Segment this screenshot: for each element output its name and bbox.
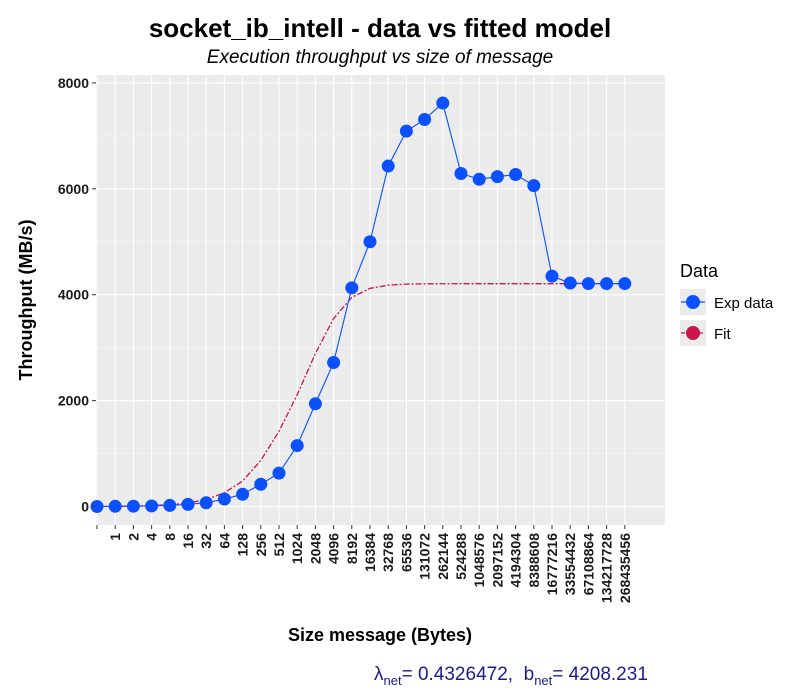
fit-parameters-caption: λnet= 0.4326472, bnet= 4208.231: [374, 664, 648, 688]
x-tick-label: 16384: [362, 533, 378, 572]
exp-data-point: [126, 499, 140, 513]
legend-key-dot-fit: [686, 326, 700, 340]
exp-data-point: [509, 168, 523, 182]
y-tick-label: 0: [81, 498, 89, 514]
y-tick-label: 2000: [58, 393, 89, 409]
exp-data-point: [108, 499, 122, 513]
exp-data-point: [90, 499, 104, 513]
exp-data-point: [490, 170, 504, 184]
exp-data-point: [527, 179, 541, 193]
exp-data-point: [290, 439, 304, 453]
b-value: = 4208.231: [552, 664, 648, 685]
chart-title: socket_ib_intell - data vs fitted model: [149, 13, 611, 43]
exp-data-point: [199, 496, 213, 510]
y-axis-title: Throughput (MB/s): [16, 220, 36, 381]
exp-data-point: [345, 281, 359, 295]
exp-data-point: [145, 499, 159, 513]
b-subscript: net: [534, 672, 553, 688]
exp-data-point: [545, 269, 559, 283]
lambda-symbol: λ: [374, 664, 384, 685]
x-tick-label: 1: [107, 533, 123, 541]
series-layer: [90, 96, 632, 513]
x-tick-label: 2048: [307, 533, 323, 564]
x-tick-label: 134217728: [599, 533, 615, 603]
x-tick-label: 256: [253, 533, 269, 557]
exp-data-point: [308, 397, 322, 411]
grid-lines: [96, 75, 665, 525]
y-tick-label: 4000: [58, 287, 89, 303]
legend-label-fit: Fit: [714, 326, 731, 343]
exp-data-point: [600, 277, 614, 291]
lambda-subscript: net: [383, 672, 402, 688]
exp-data-point: [217, 492, 231, 506]
exp-data-point: [272, 466, 286, 480]
x-tick-label: 65536: [398, 533, 414, 572]
x-tick-label: 4: [144, 533, 160, 541]
x-tick-label: 131072: [417, 533, 433, 580]
exp-data-point: [472, 172, 486, 186]
x-tick-label: 64: [216, 533, 232, 549]
y-tick-label: 6000: [58, 181, 89, 197]
legend-label-exp: Exp data: [714, 295, 774, 312]
exp-data-point: [436, 96, 450, 110]
x-tick-label: 1048576: [471, 533, 487, 588]
exp-data-point: [454, 166, 468, 180]
x-tick-label: 268435456: [617, 533, 633, 603]
x-tick-label: 1024: [289, 533, 305, 564]
x-tick-label: 512: [271, 533, 287, 557]
exp-data-point: [618, 277, 632, 291]
exp-data-point: [327, 355, 341, 369]
exp-data-point: [418, 112, 432, 126]
legend-title: Data: [680, 261, 719, 281]
exp-data-point: [363, 235, 377, 249]
x-tick-label: 2097152: [489, 533, 505, 588]
x-tick-label: 4194304: [508, 533, 524, 588]
x-tick-label: 128: [235, 533, 251, 557]
x-tick-label: 33554432: [562, 533, 578, 596]
plot-panel: [96, 75, 665, 525]
exp-data-point: [236, 487, 250, 501]
x-tick-label: 4096: [326, 533, 342, 564]
axis-layer: 0 2000 4000 6000 8000 1 2 4 8 16 32 64 128 256 512 1024…: [58, 75, 633, 603]
exp-data-point: [563, 276, 577, 290]
lambda-value: = 0.4326472,: [401, 664, 514, 685]
exp-data-point: [181, 497, 195, 511]
x-tick-label: 8192: [344, 533, 360, 564]
exp-data-point: [163, 498, 177, 512]
legend-key-dot-exp: [686, 295, 700, 309]
exp-data-point: [381, 159, 395, 173]
x-tick-label: 8388608: [526, 533, 542, 588]
x-tick-label: 8: [162, 533, 178, 541]
exp-data-point: [254, 477, 268, 491]
x-tick-label: 2: [125, 533, 141, 541]
chart-subtitle: Execution throughput vs size of message: [207, 47, 553, 68]
legend: Data Exp data Fit: [680, 261, 774, 346]
x-axis-title: Size message (Bytes): [288, 625, 472, 645]
y-tick-label: 8000: [58, 75, 89, 91]
b-symbol: b: [523, 664, 535, 685]
x-tick-label: 16777216: [544, 533, 560, 596]
x-tick-label: 32768: [380, 533, 396, 572]
x-tick-label: 16: [180, 533, 196, 549]
x-tick-label: 524288: [453, 533, 469, 580]
exp-data-point: [399, 124, 413, 138]
x-tick-label: 32: [198, 533, 214, 549]
x-tick-label: 262144: [435, 533, 451, 580]
exp-data-point: [581, 277, 595, 291]
x-tick-label: 67108864: [580, 533, 596, 596]
